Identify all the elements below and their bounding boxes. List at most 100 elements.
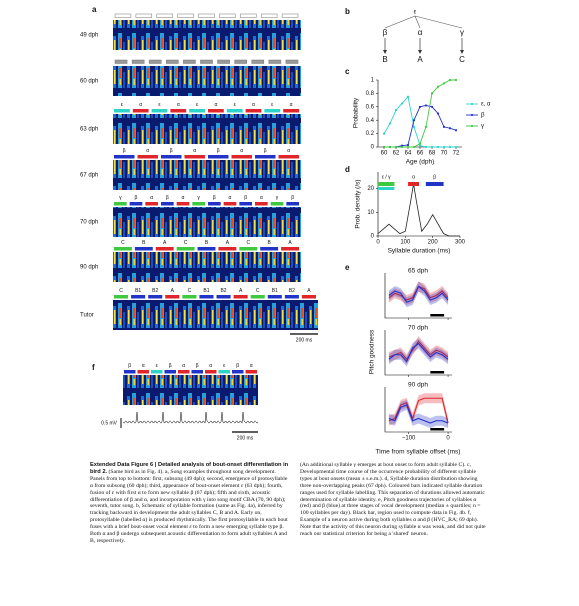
syllable-bar bbox=[255, 155, 276, 159]
spectrogram bbox=[113, 66, 301, 96]
quartile-band bbox=[388, 336, 449, 365]
syllable-bar bbox=[178, 370, 190, 374]
syllable-box bbox=[183, 59, 196, 64]
arrow bbox=[414, 15, 463, 29]
syllable-bar bbox=[191, 370, 203, 374]
plot-title: 90 dph bbox=[408, 382, 428, 389]
syllable-bar bbox=[199, 295, 214, 299]
syllable-label: α bbox=[182, 363, 185, 369]
syllable-bar bbox=[189, 109, 205, 113]
range-label: α bbox=[412, 174, 415, 180]
syllable-bar bbox=[208, 109, 224, 113]
marker bbox=[388, 122, 392, 125]
range-label: β bbox=[433, 174, 436, 180]
syllable-bar bbox=[278, 155, 299, 159]
axes-frame bbox=[377, 80, 462, 148]
syllable-bar bbox=[148, 295, 163, 299]
arrow bbox=[414, 15, 421, 29]
syllable-bar bbox=[239, 202, 252, 206]
x-tick-label: 0 bbox=[376, 240, 380, 246]
panel-label: d bbox=[345, 165, 350, 174]
y-axis-label: Pitch goodness bbox=[369, 329, 376, 374]
axes-frame bbox=[377, 172, 460, 237]
syllable-label: α bbox=[182, 195, 185, 201]
syllable-box bbox=[156, 13, 173, 18]
syllable-bar bbox=[267, 295, 282, 299]
panel-label: a bbox=[92, 5, 97, 14]
row-age: Tutor bbox=[80, 313, 94, 319]
syllable-bar bbox=[216, 295, 231, 299]
y-tick-label: 20 bbox=[367, 186, 374, 192]
marker bbox=[418, 142, 422, 145]
syllable-label: C bbox=[188, 288, 192, 294]
panel-label: b bbox=[345, 7, 350, 16]
y-axis-label: Prob. density (/s) bbox=[355, 179, 362, 228]
syllable-bar bbox=[161, 202, 174, 206]
spectrogram bbox=[113, 114, 301, 144]
voltage-bar-label: 0.5 mV bbox=[101, 420, 118, 426]
marker bbox=[412, 119, 416, 122]
x-tick-label: 68 bbox=[429, 151, 436, 157]
syllable-bar bbox=[286, 202, 299, 206]
syllable-box bbox=[131, 59, 145, 64]
duration-range bbox=[408, 182, 419, 186]
syllable-label: β bbox=[236, 363, 239, 369]
syllable-label: β bbox=[169, 363, 172, 369]
row-age: 49 dph bbox=[80, 33, 98, 39]
syllable-bar bbox=[301, 295, 316, 299]
syllable-label: β bbox=[213, 195, 216, 201]
syllable-box bbox=[219, 13, 236, 18]
syllable-label: β bbox=[264, 148, 267, 154]
syllable-bar bbox=[137, 370, 149, 374]
syllable-label: B bbox=[205, 240, 209, 246]
syllable-label: γ bbox=[276, 195, 279, 201]
syllable-box bbox=[198, 13, 215, 18]
syllable-box bbox=[268, 59, 282, 64]
syllable-label: α bbox=[193, 148, 196, 154]
y-axis-label: Probability bbox=[353, 97, 360, 128]
arrowhead bbox=[418, 50, 422, 54]
y-tick-label: 1 bbox=[371, 78, 375, 84]
greek-label: β bbox=[383, 28, 388, 37]
syllable-bar bbox=[184, 155, 205, 159]
syllable-bar bbox=[226, 109, 243, 113]
syllable-bar bbox=[114, 295, 129, 299]
axes-frame bbox=[384, 387, 452, 433]
series-line bbox=[388, 397, 449, 424]
series-line bbox=[388, 285, 449, 303]
marker bbox=[454, 129, 458, 132]
syllable-label: C bbox=[184, 240, 188, 246]
syllable-label: ε bbox=[271, 102, 274, 108]
marker bbox=[418, 144, 422, 147]
marker bbox=[406, 143, 410, 147]
marker bbox=[442, 82, 446, 85]
syllable-bar bbox=[208, 202, 221, 206]
marker bbox=[382, 132, 386, 135]
x-tick-label: 300 bbox=[455, 240, 466, 246]
syllable-box bbox=[148, 59, 162, 64]
syllable-bar bbox=[233, 295, 248, 299]
adult-label: A bbox=[417, 55, 423, 64]
syllable-bar bbox=[145, 202, 158, 206]
syllable-bar bbox=[250, 295, 265, 299]
syllable-label: α bbox=[177, 102, 180, 108]
syllable-label: ε bbox=[121, 102, 124, 108]
syllable-label: A bbox=[163, 240, 167, 246]
x-axis-label: Time from syllable offset (ms) bbox=[376, 449, 461, 456]
syllable-label: A bbox=[226, 240, 230, 246]
y-tick-label: 0.8 bbox=[366, 91, 375, 97]
syllable-box bbox=[234, 59, 247, 64]
syllable-box bbox=[177, 13, 194, 18]
marker bbox=[430, 105, 434, 108]
marker bbox=[430, 145, 434, 149]
marker bbox=[424, 145, 428, 149]
syllable-label: ε bbox=[234, 102, 237, 108]
x-tick-label: 200 bbox=[428, 240, 439, 246]
syllable-label: B bbox=[142, 240, 146, 246]
x-axis-label: Age (dph) bbox=[406, 159, 435, 166]
syllable-label: ε bbox=[223, 363, 226, 369]
syllable-label: β bbox=[170, 148, 173, 154]
marker bbox=[448, 127, 452, 130]
marker bbox=[424, 104, 428, 107]
syllable-bar bbox=[131, 295, 146, 299]
